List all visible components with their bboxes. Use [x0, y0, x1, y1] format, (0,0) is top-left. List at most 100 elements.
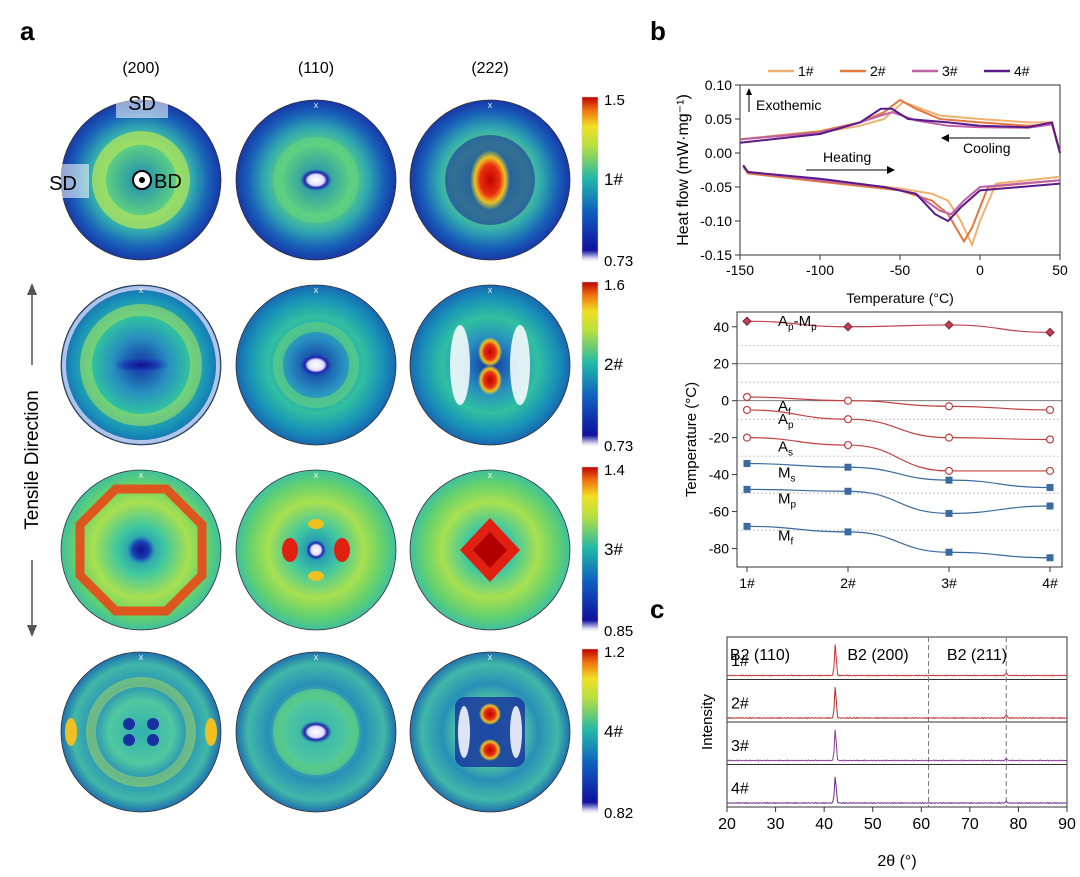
edge-maximum — [65, 718, 77, 746]
colorbar: 1.4 3# 0.85 — [581, 462, 633, 640]
intensity-ring — [86, 677, 196, 787]
col-header-200: (200) — [122, 60, 159, 77]
crescent-left — [458, 706, 470, 758]
lobe-maximum — [282, 538, 298, 562]
x-axis-mark: X — [488, 655, 493, 662]
x-axis-mark: X — [314, 655, 319, 662]
edge-maximum — [205, 718, 217, 746]
series-label: As — [778, 439, 793, 459]
dark-square — [455, 697, 525, 767]
heating-arrowhead — [887, 166, 895, 174]
series-label: Ap — [778, 411, 794, 431]
x-axis-mark: X — [488, 103, 493, 110]
colorbar: 1.6 2# 0.73 — [581, 277, 633, 455]
data-point — [945, 509, 953, 517]
legend-label: 4# — [1014, 63, 1030, 79]
data-point — [843, 415, 853, 424]
intensity-ring — [80, 304, 202, 426]
colorbar-sample-label: 4# — [604, 722, 623, 741]
x-tick-label: 70 — [961, 816, 979, 833]
series-line — [746, 462, 1051, 489]
pole-figure: X — [60, 469, 222, 631]
pole-figure: X — [409, 469, 571, 631]
transformation-temperature-chart: 40 20 0 -20 -40 -60 -80 1# 2# 3# 4# Temperature (°C… — [683, 311, 1063, 591]
data-point — [945, 548, 953, 556]
series-label: Af — [778, 398, 791, 418]
y-tick-label: 40 — [713, 319, 729, 335]
intensity-ring — [273, 689, 359, 775]
x-tick-label: 50 — [864, 816, 882, 833]
colorbar-min-label: 0.73 — [604, 253, 633, 270]
center-minimum — [123, 718, 135, 730]
data-point — [844, 528, 852, 536]
x-axis-label: 2θ (°) — [877, 853, 916, 870]
center-minimum — [147, 718, 159, 730]
pole-figure: X — [409, 651, 571, 813]
colorbar-gradient — [581, 466, 599, 631]
col-header-110: (110) — [298, 60, 334, 77]
x-axis-mark: X — [488, 288, 493, 295]
x-tick-label: 80 — [1010, 816, 1028, 833]
lobe-maximum — [334, 538, 350, 562]
series-label: 3# — [731, 738, 749, 755]
tensile-direction: Tensile Direction — [22, 283, 43, 637]
data-point — [844, 463, 852, 471]
x-axis-mark: X — [314, 288, 319, 295]
x-axis-mark: X — [488, 473, 493, 480]
data-point — [844, 487, 852, 495]
series-line — [726, 644, 1068, 677]
pole-figure: X — [235, 651, 397, 813]
colorbar-sample-label: 1# — [604, 170, 623, 189]
series-line — [746, 320, 1051, 333]
data-point — [1046, 554, 1054, 562]
center-minimum — [127, 536, 155, 564]
x-tick-label: 0 — [976, 262, 984, 278]
x-tick-label: -150 — [726, 262, 754, 278]
crescent-left — [450, 325, 470, 405]
diamond-core — [473, 532, 507, 568]
data-point — [743, 522, 751, 530]
pole-figure: X — [409, 99, 571, 261]
colorbar-max-label: 1.5 — [604, 92, 625, 109]
center-maximum — [478, 365, 502, 395]
tensile-direction-label: Tensile Direction — [22, 390, 43, 529]
series-line — [746, 488, 1051, 515]
intensity-ring — [273, 322, 359, 408]
colorbar-gradient — [581, 281, 599, 446]
legend-label: 2# — [870, 63, 886, 79]
data-point — [843, 440, 853, 450]
x-tick-label: 30 — [767, 816, 785, 833]
data-point — [742, 405, 752, 415]
x-axis-mark: X — [139, 473, 144, 480]
data-point — [1046, 484, 1054, 492]
series-line — [746, 437, 1050, 472]
series-line-cooling — [739, 107, 1061, 154]
x-tick-label: 1# — [739, 575, 755, 591]
y-axis-label: Heat flow (mW·mg⁻¹) — [675, 94, 692, 246]
data-point — [843, 322, 853, 332]
x-tick-label: -50 — [890, 262, 910, 278]
colorbar-min-label: 0.82 — [604, 805, 633, 822]
center-minimum — [300, 354, 332, 376]
series-label: 4# — [731, 781, 749, 798]
edge-minimum — [62, 286, 220, 444]
x-axis-mark: X — [314, 473, 319, 480]
series-line — [746, 409, 1051, 441]
y-tick-label: 0.00 — [705, 145, 732, 161]
data-point — [1045, 435, 1055, 444]
y-axis-label: Temperature (°C) — [683, 382, 700, 497]
series-line — [746, 525, 1051, 559]
data-point — [1045, 466, 1055, 476]
panel-a-letter: a — [20, 16, 35, 46]
series-line-cooling — [739, 100, 1061, 154]
colorbar-max-label: 1.6 — [604, 277, 625, 294]
data-point — [1045, 327, 1055, 338]
data-point — [1046, 502, 1054, 510]
legend-label: 1# — [798, 63, 814, 79]
panel-c-letter: c — [650, 594, 664, 624]
data-point — [742, 316, 752, 326]
lobe-maximum — [308, 571, 324, 581]
series-line — [746, 396, 1051, 411]
intensity-ring — [92, 131, 190, 229]
cooling-arrowhead — [941, 134, 949, 142]
